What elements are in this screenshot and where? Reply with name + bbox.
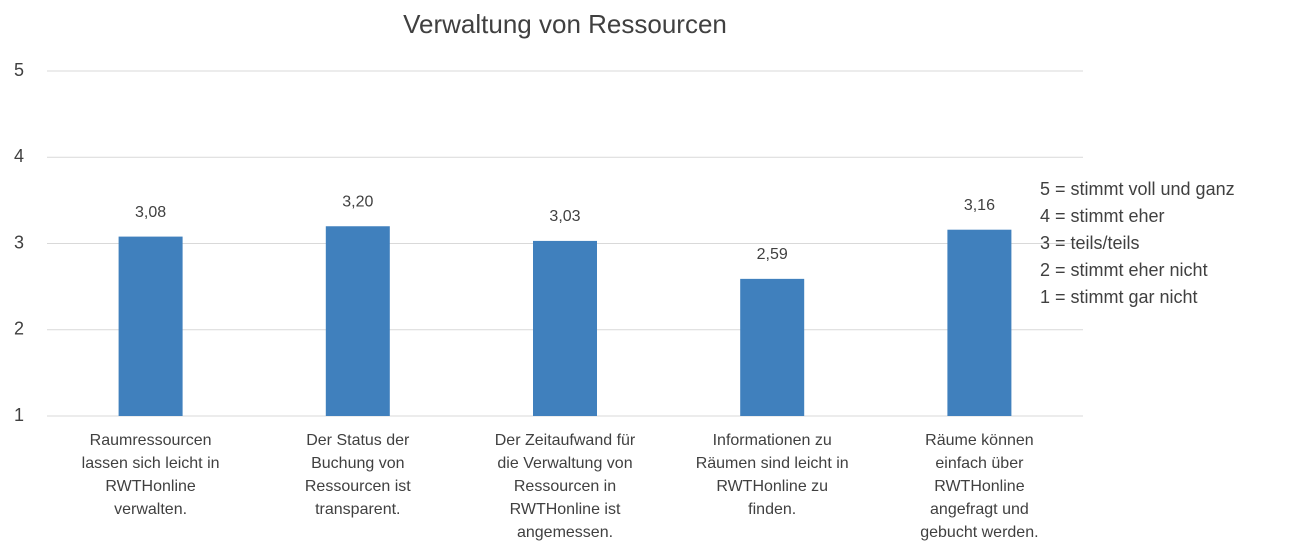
annotation: 1 = stimmt gar nicht (1040, 287, 1198, 307)
value-label: 3,03 (549, 208, 580, 225)
annotation: 2 = stimmt eher nicht (1040, 260, 1208, 280)
bar (118, 236, 183, 416)
value-label: 3,16 (964, 197, 995, 214)
x-tick-label: Der Status der Buchung von Ressourcen ist t… (305, 432, 411, 518)
y-tick-label: 2 (14, 319, 24, 339)
y-tick-label: 5 (14, 60, 24, 80)
value-label: 3,20 (342, 193, 373, 210)
annotation: 3 = teils/teils (1040, 233, 1140, 253)
annotation: 5 = stimmt voll und ganz (1040, 179, 1235, 199)
bar (740, 278, 805, 416)
x-tick-label: Der Zeitaufwand für die Verwaltung von Res… (495, 432, 636, 541)
value-label: 3,08 (135, 204, 166, 221)
x-tick-label: Raumressourcen lassen sich leicht in RWTHo… (82, 432, 220, 518)
y-tick-label: 3 (14, 232, 24, 252)
chart-title: Verwaltung von Ressourcen (403, 9, 727, 39)
bar (533, 240, 597, 416)
y-tick-label: 1 (14, 405, 24, 425)
x-tick-label: Informationen zu Räumen sind leicht in RWT… (696, 432, 849, 518)
annotation: 4 = stimmt eher (1040, 206, 1165, 226)
value-label: 2,59 (757, 246, 788, 263)
x-tick-label: Räume können einfach über RWTHonline angefr… (920, 432, 1038, 541)
bar (325, 226, 390, 416)
y-tick-label: 4 (14, 146, 24, 166)
bar (947, 229, 1012, 416)
